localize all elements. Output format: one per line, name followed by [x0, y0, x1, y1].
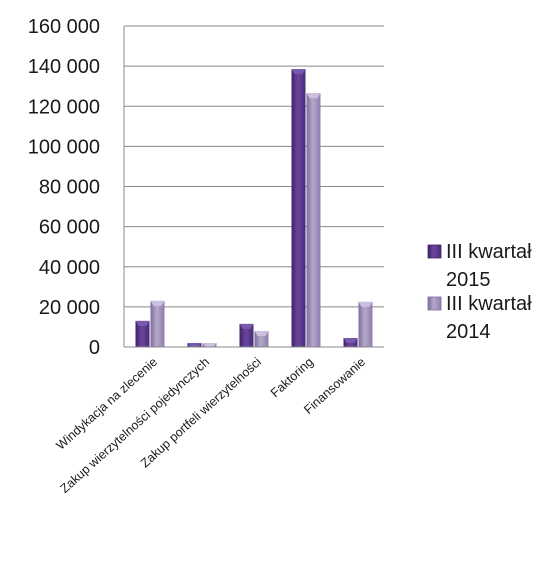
- x-tick-label: Faktoring: [268, 355, 316, 400]
- bar-cap: [358, 301, 373, 307]
- bar-body: [150, 300, 165, 347]
- bar: [306, 93, 321, 347]
- bar-body: [291, 69, 306, 348]
- y-tick-label: 80 000: [39, 177, 100, 199]
- legend-label: 2014: [446, 321, 491, 343]
- legend-label: III kwartał: [446, 293, 532, 315]
- bar-body: [239, 323, 254, 347]
- bar-cap: [187, 342, 202, 347]
- bar-body: [135, 320, 150, 347]
- bar: [202, 342, 217, 347]
- y-tick-label: 20 000: [39, 297, 100, 319]
- bar-body: [358, 301, 373, 347]
- y-tick-label: 120 000: [28, 96, 100, 118]
- bar-cap: [150, 300, 165, 306]
- x-tick-label: Windykacja na zlecenie: [54, 355, 160, 453]
- bar-cap: [239, 323, 254, 329]
- y-tick-label: 100 000: [28, 136, 100, 158]
- bar: [187, 342, 202, 347]
- bar: [343, 337, 358, 347]
- legend-item: III kwartał 2014: [427, 293, 532, 343]
- bar-cap: [343, 337, 358, 343]
- y-tick-label: 40 000: [39, 257, 100, 279]
- bar-cap: [202, 342, 217, 347]
- y-tick-label: 60 000: [39, 217, 100, 239]
- gridlines: [124, 25, 384, 308]
- y-tick-label: 140 000: [28, 56, 100, 78]
- legend-label: III kwartał: [446, 241, 532, 263]
- bars: [135, 69, 373, 348]
- y-tick-label: 0: [89, 337, 100, 359]
- bar-cap: [291, 69, 306, 75]
- legend-swatch: [427, 244, 442, 259]
- bar: [358, 301, 373, 347]
- bar-cap: [135, 320, 150, 326]
- bar: [135, 320, 150, 347]
- bar-body: [306, 93, 321, 347]
- legend-item: III kwartał 2015: [427, 241, 532, 291]
- bar-cap: [254, 330, 269, 336]
- bar: [150, 300, 165, 347]
- y-axis-ticks: 0 20 000 40 000 60 000 80 000 100 000 120 000 1…: [28, 16, 100, 359]
- axes: [123, 26, 384, 348]
- bar: [239, 323, 254, 347]
- legend-label: 2015: [446, 269, 491, 291]
- bar: [254, 330, 269, 347]
- bar: [291, 69, 306, 348]
- bar-cap: [306, 93, 321, 99]
- y-tick-label: 160 000: [28, 16, 100, 38]
- legend-swatch: [427, 296, 442, 311]
